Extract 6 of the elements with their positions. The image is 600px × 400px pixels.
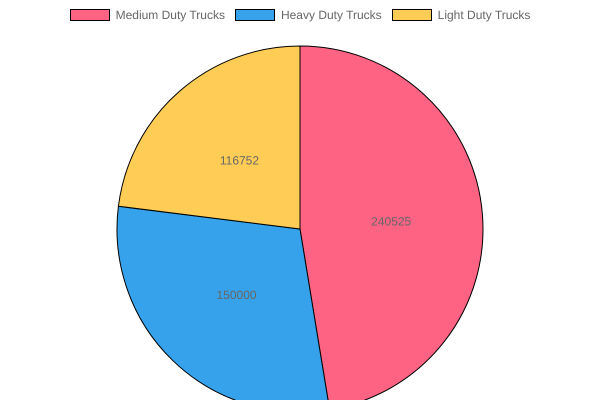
legend-label: Light Duty Trucks [438, 8, 530, 22]
legend-label: Heavy Duty Trucks [280, 8, 382, 22]
data-label: 240525 [371, 214, 412, 229]
legend-label: Medium Duty Trucks [116, 8, 225, 22]
data-label: 150000 [216, 288, 257, 302]
data-label: 116752 [220, 153, 260, 168]
